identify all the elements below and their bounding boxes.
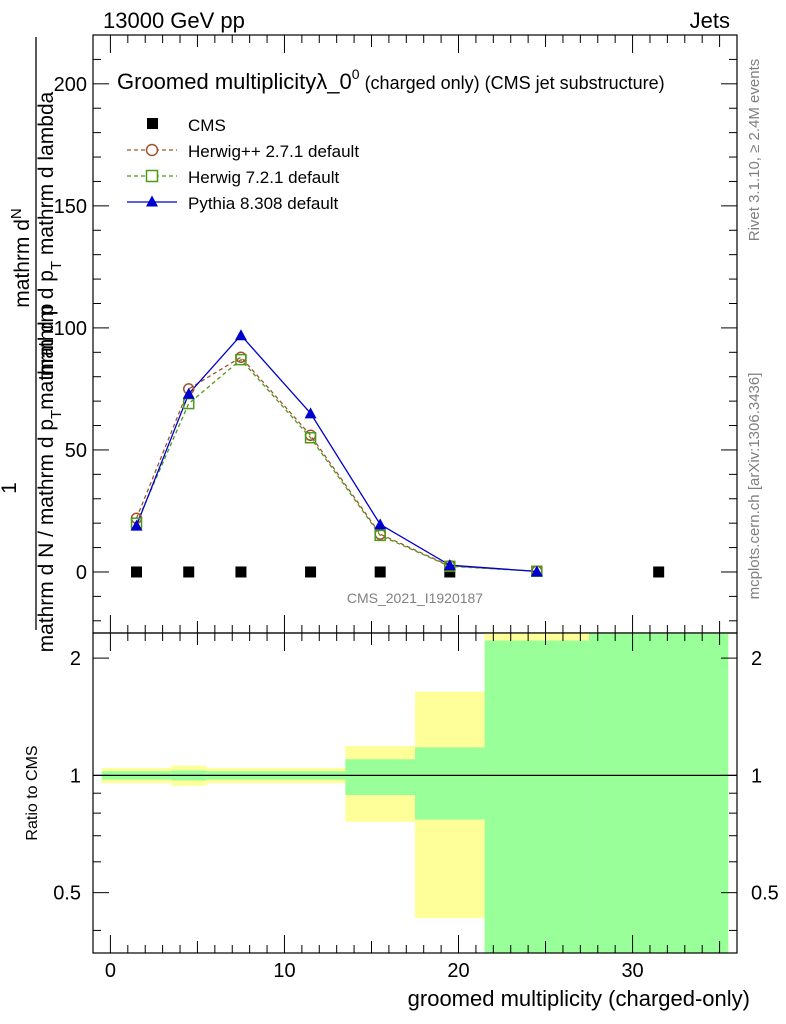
ratio-x-tick-label: 30: [621, 960, 643, 982]
y-label-denominator-lower: mathrm d N / mathrm d pTmathrm d p: [35, 304, 65, 653]
point-herwig7: [235, 353, 247, 366]
legend-label-pythia: Pythia 8.308 default: [188, 194, 339, 213]
plot-title-suffix: (charged only) (CMS jet substructure): [360, 73, 665, 93]
plot-title-main: Groomed multiplicity: [117, 69, 316, 94]
analysis-watermark: CMS_2021_I1920187: [347, 590, 483, 606]
ratio-y-tick-label: 2: [70, 648, 81, 670]
mcplots-label: mcplots.cern.ch [arXiv:1306.3436]: [746, 373, 763, 600]
main-x-ticks: [92, 35, 738, 633]
legend-label-cms: CMS: [188, 116, 226, 135]
ratio-y-tick-label: 1: [70, 765, 81, 787]
y-label-factor: 1: [0, 482, 21, 494]
x-axis-label: groomed multiplicity (charged-only): [408, 986, 750, 1011]
ratio-y-tick-label-right: 2: [751, 648, 762, 670]
point-cms: [183, 566, 195, 578]
point-pythia: [374, 518, 387, 530]
series-line-pythia: [135, 334, 537, 573]
ratio-panel: 0.5 0.5 1 1 2 2 0 10 20 30 Ratio to CMS groomed …: [24, 632, 779, 1011]
category-label: Jets: [690, 8, 730, 33]
main-y-tick-label: 200: [54, 74, 87, 96]
point-pythia: [234, 329, 247, 341]
ratio-y-ticks: 0.5 0.5 1 1 2 2: [53, 648, 779, 931]
legend-marker-cms: [147, 118, 158, 129]
point-herwig7: [374, 529, 386, 542]
main-y-tick-label: 100: [54, 318, 87, 340]
point-cms: [235, 566, 247, 578]
point-pythia: [130, 519, 143, 531]
main-y-tick-label: 50: [65, 440, 87, 462]
plot-title: Groomed multiplicityλ_00 (charged only) …: [117, 66, 665, 94]
y-label-denominator-upper: mathrm d pT mathrm d lambda: [35, 91, 65, 376]
point-pythia: [443, 559, 456, 571]
point-cms: [131, 566, 143, 578]
ratio-y-axis-label: Ratio to CMS: [24, 745, 41, 840]
legend-marker-herwigpp: [145, 143, 159, 157]
main-y-tick-label: 150: [54, 196, 87, 218]
ratio-band-green: [345, 759, 415, 796]
main-y-ticks: 0 50 100 150 200: [54, 34, 737, 622]
ratio-x-tick-label: 10: [273, 960, 295, 982]
energy-label: 13000 GeV pp: [103, 8, 245, 33]
point-herwig7: [304, 431, 317, 444]
ratio-bands-layer: [101, 633, 729, 953]
plot-title-lambda: λ_0: [316, 69, 351, 94]
ratio-y-tick-label: 0.5: [53, 883, 81, 905]
rivet-version-label: Rivet 3.1.10, ≥ 2.4M events: [746, 59, 763, 242]
ratio-x-tick-label: 20: [447, 960, 469, 982]
legend-marker-pythia: [146, 195, 158, 207]
legend: CMS Herwig++ 2.7.1 default Herwig 7.2.1 …: [127, 116, 359, 213]
point-pythia: [530, 565, 543, 577]
y-label-numerator: mathrm dN: [8, 208, 34, 308]
ratio-x-tick-label: 0: [105, 960, 116, 982]
ratio-band-green: [415, 747, 485, 820]
ratio-band-green: [589, 633, 729, 953]
point-pythia: [304, 407, 317, 419]
point-cms: [653, 566, 665, 578]
ratio-y-tick-label-right: 0.5: [751, 883, 779, 905]
main-series-layer: [130, 329, 665, 578]
ratio-x-ticks: 0 10 20 30: [92, 633, 738, 982]
ratio-y-tick-label-right: 1: [751, 765, 762, 787]
series-line-herwigpp: [135, 356, 537, 572]
main-y-axis-label: mathrm dN mathrm d pT mathrm d lambda 1 …: [0, 37, 65, 652]
point-cms: [305, 566, 317, 578]
legend-label-herwigpp: Herwig++ 2.7.1 default: [188, 142, 359, 161]
point-herwigpp: [235, 351, 247, 363]
series-line-herwig7: [135, 358, 537, 572]
main-y-tick-label: 0: [76, 562, 87, 584]
ratio-band-green: [484, 640, 590, 953]
legend-label-herwig7: Herwig 7.2.1 default: [188, 168, 339, 187]
plot-title-superscript: 0: [352, 66, 360, 82]
point-pythia: [182, 387, 195, 399]
point-cms: [374, 566, 386, 578]
legend-marker-herwig7: [145, 169, 159, 183]
